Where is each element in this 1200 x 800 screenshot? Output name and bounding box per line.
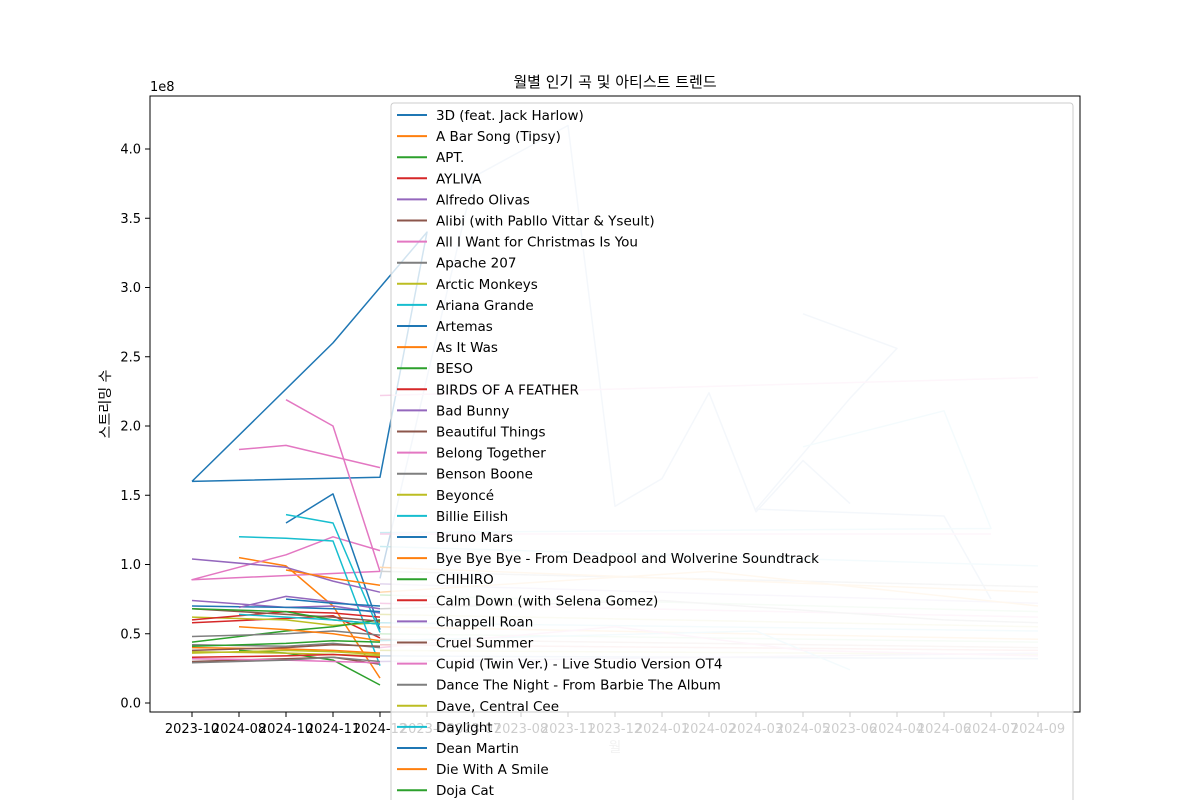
series-line-3 <box>191 614 381 639</box>
legend-entry: Bad Bunny <box>436 403 509 419</box>
legend-entry: Apache 207 <box>436 256 516 272</box>
legend-entry: Benson Boone <box>436 467 533 483</box>
y-tick-label: 1.0 <box>120 558 141 573</box>
series-line-31 <box>285 569 381 587</box>
y-tick-label: 1.5 <box>120 489 141 504</box>
x-tick-label: 2024-08 <box>212 722 266 737</box>
legend-entry: Cupid (Twin Ver.) - Live Studio Version … <box>436 657 722 673</box>
legend-entry: Billie Eilish <box>436 509 508 525</box>
legend-entry: Alfredo Olivas <box>436 192 530 208</box>
y-tick-label: 2.5 <box>120 350 141 365</box>
series-line-29 <box>238 613 381 625</box>
x-tick-label: 2024-10 <box>259 722 313 737</box>
legend-entry: 3D (feat. Jack Harlow) <box>436 108 584 124</box>
series-line-30 <box>285 598 381 607</box>
y-tick-label: 0.5 <box>120 627 141 642</box>
legend-entry: All I Want for Christmas Is You <box>436 235 638 251</box>
legend-entry: Belong Together <box>436 446 546 462</box>
legend-entry: Die With A Smile <box>436 762 549 778</box>
series-line-19 <box>285 513 381 633</box>
series-line-9 <box>238 536 381 666</box>
legend-entry: Dance The Night - From Barbie The Album <box>436 678 721 694</box>
series-line-12 <box>191 619 381 643</box>
y-tick-label: 0.0 <box>120 697 141 712</box>
legend-entry: Dave, Central Cee <box>436 699 559 715</box>
y-tick-label: 2.0 <box>120 420 141 435</box>
series-line-27 <box>191 656 381 664</box>
y-tick-label: 3.5 <box>120 212 141 227</box>
y-axis: 0.0 0.5 1.0 1.5 2.0 2.5 3.0 3.5 4.0 <box>120 143 150 712</box>
legend-entry: Doja Cat <box>436 783 494 799</box>
legend-entry: Beautiful Things <box>436 425 546 441</box>
series-line-16 <box>238 444 381 469</box>
legend-entry: Bye Bye Bye - From Deadpool and Wolverin… <box>436 551 819 567</box>
series-line-32 <box>191 639 381 647</box>
series-line-23 <box>191 653 381 659</box>
series-line-25 <box>191 644 381 652</box>
series-line-21 <box>238 626 381 642</box>
legend-entry: Chappell Roan <box>436 614 533 630</box>
x-tick-label: 2024-11 <box>306 722 360 737</box>
legend-entry: AYLIVA <box>436 171 482 187</box>
chart-title: 월별 인기 곡 및 아티스트 트렌드 <box>513 73 716 91</box>
legend-entry: BESO <box>436 361 473 377</box>
y-tick-label: 3.0 <box>120 281 141 296</box>
series-line-10 <box>285 493 381 630</box>
legend-entry: A Bar Song (Tipsy) <box>436 129 561 145</box>
legend-entry: Artemas <box>436 319 493 335</box>
legend-entry: Ariana Grande <box>436 298 534 314</box>
legend: 3D (feat. Jack Harlow) A Bar Song (Tipsy)… <box>390 102 1074 800</box>
legend-entry: Arctic Monkeys <box>436 277 538 293</box>
legend-entry: Daylight <box>436 720 493 736</box>
series-line-6 <box>191 399 381 581</box>
legend-entry: CHIHIRO <box>436 572 494 588</box>
legend-entry: BIRDS OF A FEATHER <box>436 382 579 398</box>
y-tick-label: 4.0 <box>120 143 141 158</box>
series-line-13 <box>191 610 381 621</box>
series-line-26 <box>191 657 381 664</box>
legend-entry: Bruno Mars <box>436 530 513 546</box>
series-line-28 <box>191 649 381 656</box>
legend-entry: Calm Down (with Selena Gomez) <box>436 593 658 609</box>
x-tick-label: 2023-10 <box>165 722 219 737</box>
legend-entry: Beyoncé <box>436 488 494 504</box>
legend-entry: Cruel Summer <box>436 636 534 652</box>
legend-entry: As It Was <box>436 340 498 356</box>
y-axis-offset-label: 1e8 <box>150 80 175 95</box>
legend-entry: Dean Martin <box>436 741 519 757</box>
y-axis-label: 스트리밍 수 <box>98 369 114 438</box>
legend-entry: Alibi (with Pabllo Vittar & Yseult) <box>436 214 655 230</box>
legend-entry: APT. <box>436 150 464 166</box>
legend-box <box>390 102 1074 800</box>
